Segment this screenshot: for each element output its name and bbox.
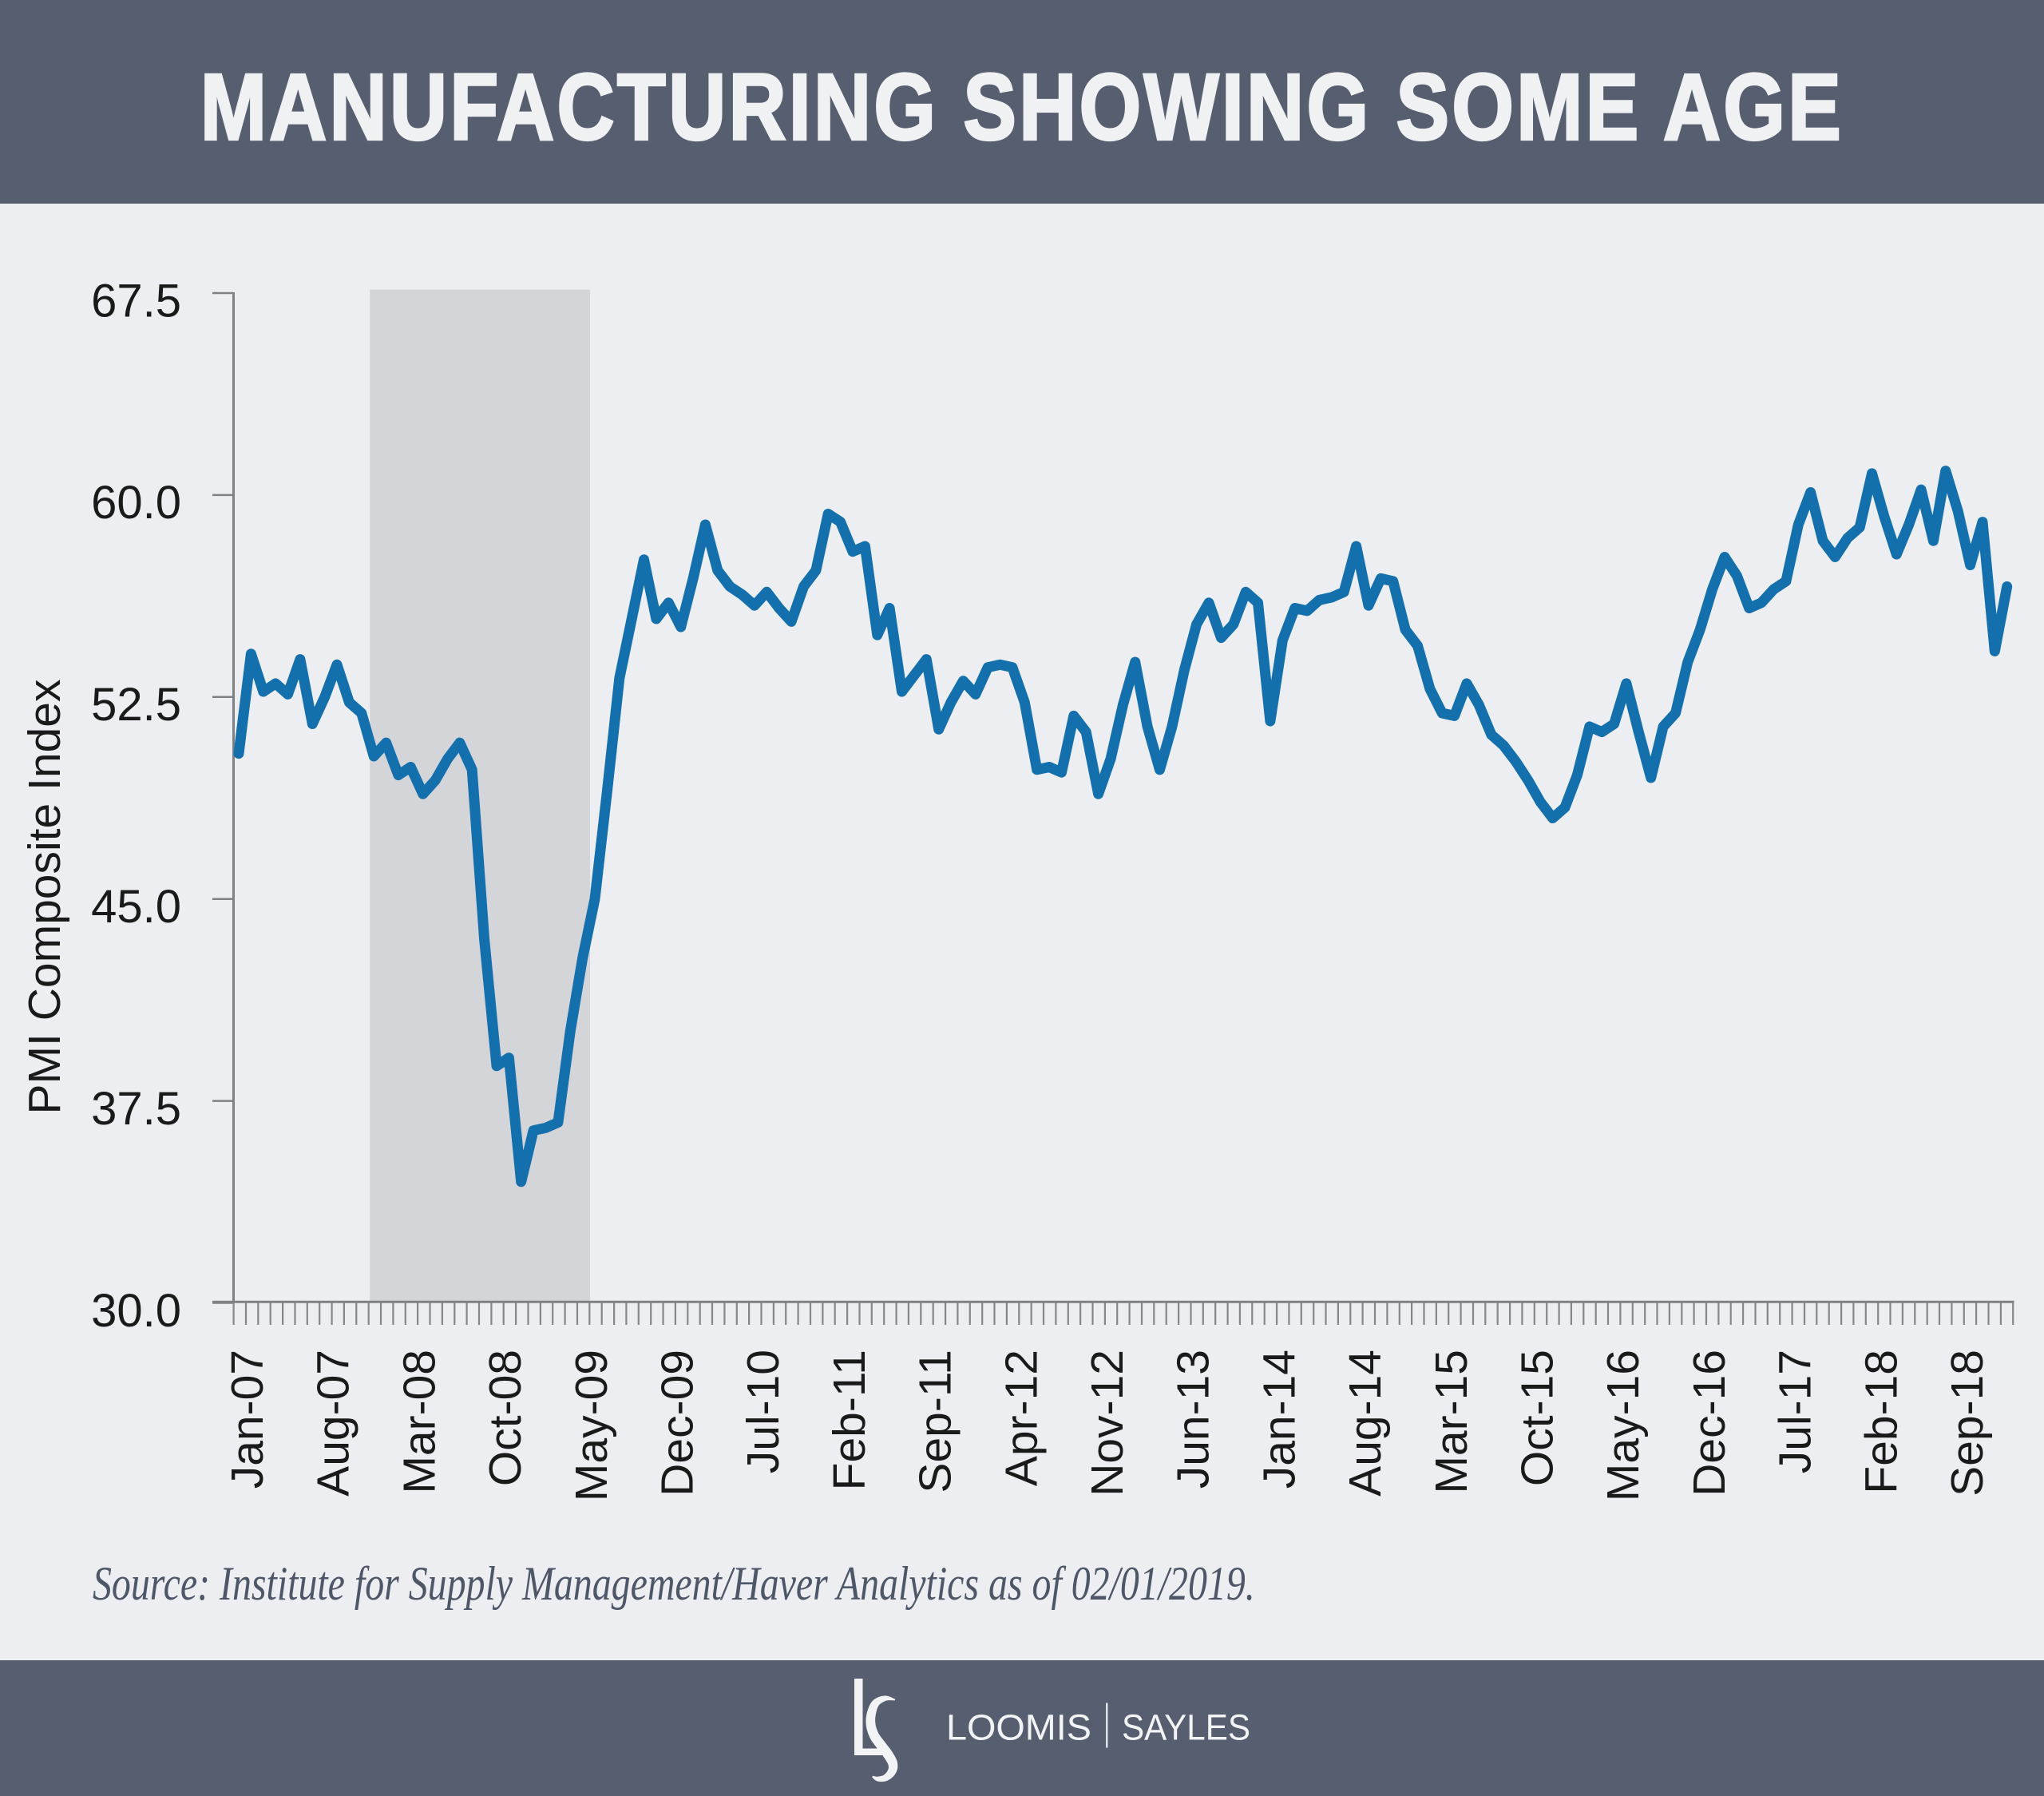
svg-text:Oct-15: Oct-15 — [1511, 1350, 1563, 1486]
svg-text:Aug-07: Aug-07 — [308, 1350, 359, 1497]
svg-text:Oct-08: Oct-08 — [480, 1350, 531, 1486]
svg-text:May-16: May-16 — [1598, 1350, 1649, 1501]
svg-text:60.0: 60.0 — [91, 477, 181, 529]
svg-text:Dec-09: Dec-09 — [652, 1350, 703, 1497]
svg-text:Feb-11: Feb-11 — [824, 1350, 875, 1490]
svg-text:Jul-10: Jul-10 — [738, 1350, 789, 1473]
svg-text:Mar-15: Mar-15 — [1426, 1350, 1477, 1494]
svg-text:Sep-11: Sep-11 — [910, 1350, 961, 1493]
svg-text:May-09: May-09 — [566, 1350, 617, 1501]
svg-text:MANUFACTURING SHOWING SOME AGE: MANUFACTURING SHOWING SOME AGE — [200, 55, 1844, 161]
svg-text:Mar-08: Mar-08 — [394, 1350, 445, 1494]
svg-text:37.5: 37.5 — [91, 1083, 181, 1135]
svg-text:Nov-12: Nov-12 — [1082, 1350, 1133, 1497]
svg-text:SAYLES: SAYLES — [1122, 1707, 1250, 1748]
svg-text:67.5: 67.5 — [91, 275, 181, 327]
svg-text:Aug-14: Aug-14 — [1340, 1350, 1391, 1497]
svg-text:Dec-16: Dec-16 — [1684, 1350, 1735, 1497]
svg-text:Source: Institute for Supply M: Source: Institute for Supply Management/… — [93, 1557, 1255, 1610]
svg-text:LOOMIS: LOOMIS — [946, 1707, 1091, 1748]
svg-text:Jun-13: Jun-13 — [1168, 1350, 1219, 1489]
svg-text:45.0: 45.0 — [91, 881, 181, 933]
svg-text:52.5: 52.5 — [91, 679, 181, 731]
svg-text:Apr-12: Apr-12 — [996, 1350, 1047, 1486]
svg-text:Sep-18: Sep-18 — [1942, 1350, 1993, 1497]
svg-text:Jan-07: Jan-07 — [222, 1350, 273, 1489]
svg-text:Feb-18: Feb-18 — [1856, 1350, 1907, 1494]
svg-text:PMI Composite Index: PMI Composite Index — [19, 680, 70, 1115]
svg-text:Jan-14: Jan-14 — [1254, 1350, 1305, 1489]
svg-text:30.0: 30.0 — [91, 1285, 181, 1337]
svg-text:Jul-17: Jul-17 — [1770, 1350, 1821, 1473]
